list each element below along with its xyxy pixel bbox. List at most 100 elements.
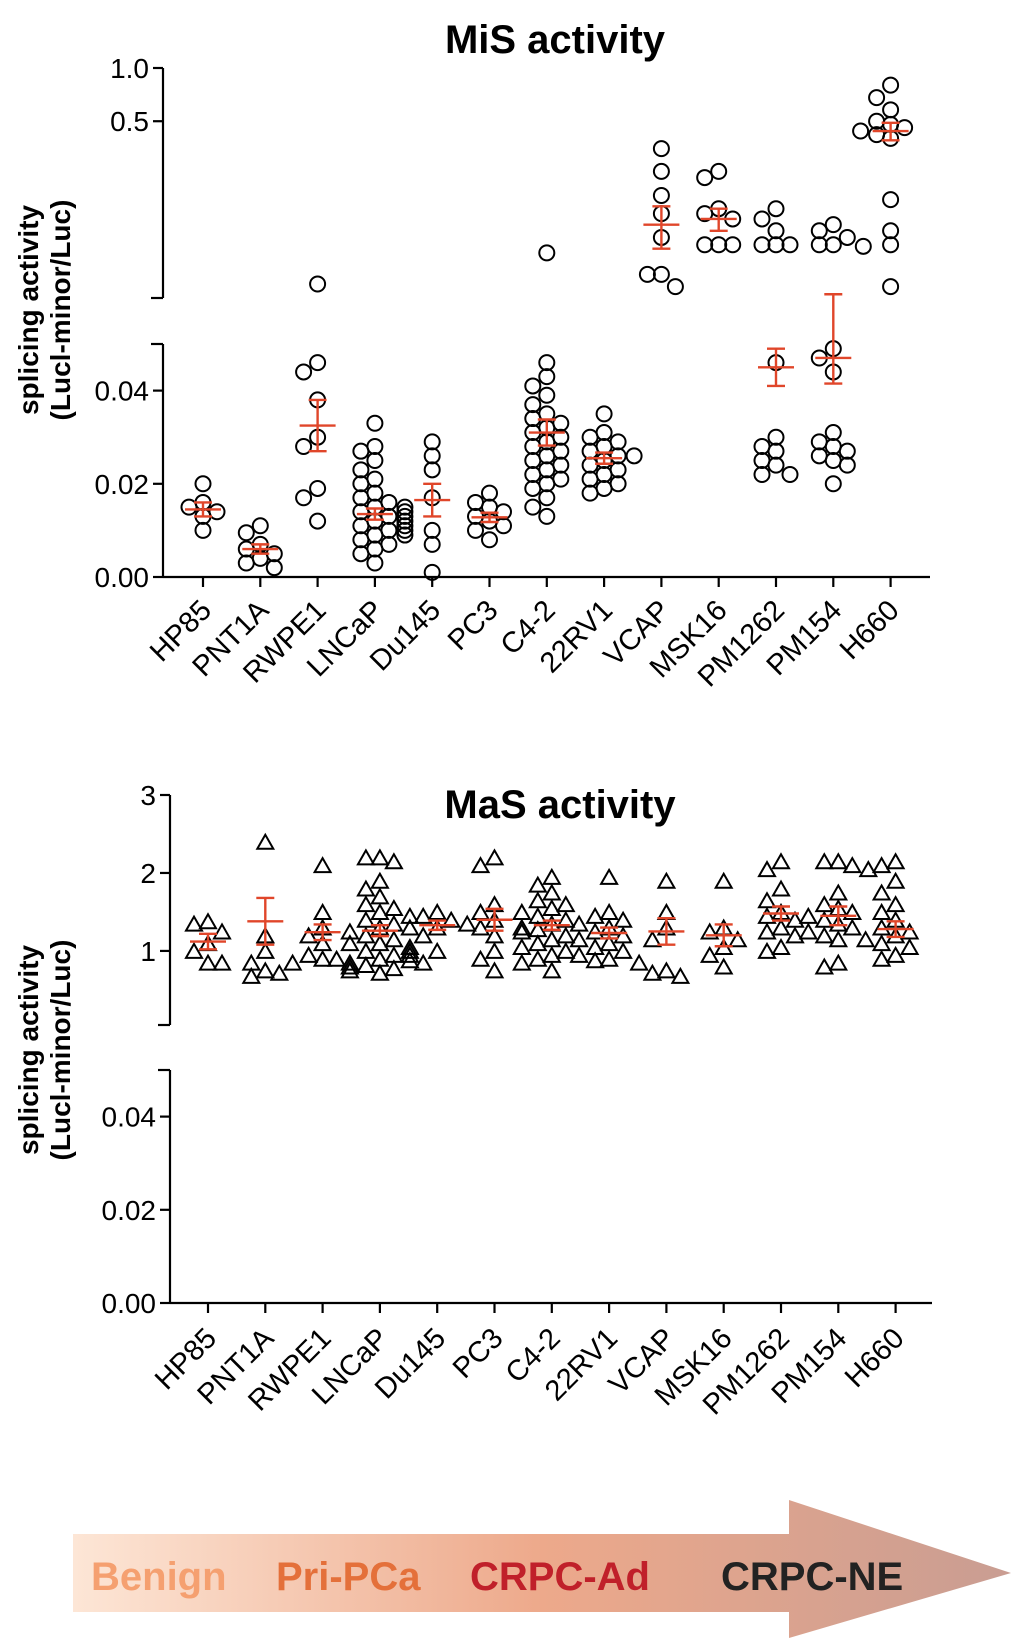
mas-data-point [184, 941, 204, 959]
mas-data-point [599, 902, 619, 920]
mis-data-point [767, 428, 785, 446]
mas-chart-title: MaS activity [444, 783, 676, 827]
mas-data-point [842, 918, 863, 936]
mas-data-point [356, 955, 376, 973]
mis-data-point [581, 442, 599, 460]
mas-data-point [528, 934, 548, 952]
mis-data-point [524, 396, 542, 414]
mas-y-axis-label-line1: splicing activity [13, 945, 44, 1155]
mas-data-point [871, 883, 892, 901]
mis-data-point [896, 119, 914, 137]
mis-data-point [824, 236, 842, 254]
mis-data-point [824, 424, 842, 442]
mas-data-point [512, 902, 532, 920]
mas-category-label: H660 [839, 1322, 911, 1394]
mis-data-point [581, 484, 599, 502]
mas-y-tick-label: 0.02 [102, 1195, 157, 1226]
mis-data-point [882, 191, 900, 209]
mis-data-point [595, 465, 613, 483]
mis-data-point [423, 461, 441, 479]
mas-data-point [255, 832, 276, 850]
mis-data-point [524, 479, 542, 497]
mis-data-point [882, 101, 900, 119]
mas-data-point [484, 848, 505, 866]
mas-data-point [757, 941, 777, 959]
mas-data-point [282, 953, 303, 971]
mas-data-point [569, 945, 589, 963]
mis-data-point [495, 517, 512, 535]
mis-data-point [710, 162, 728, 180]
mas-data-point [512, 938, 532, 956]
mas-data-point [556, 941, 576, 959]
mas-data-point [184, 914, 204, 932]
mas-data-point [629, 953, 649, 971]
mis-data-point [652, 265, 670, 283]
mis-data-point [366, 526, 384, 544]
mas-data-point [212, 953, 232, 971]
mas-data-point [457, 914, 477, 932]
mas-data-point [814, 926, 835, 944]
mis-y-tick-label: 0.04 [95, 376, 150, 407]
mas-data-point [785, 926, 805, 944]
mis-data-point [538, 386, 556, 404]
mis-data-point [352, 517, 370, 535]
mas-data-point [871, 856, 892, 874]
mas-data-point [298, 926, 319, 944]
mas-data-point [340, 922, 360, 940]
mas-data-point [400, 906, 420, 924]
mis-data-point [380, 535, 398, 553]
progression-arrow: Benign Pri-PCa CRPC-Ad CRPC-NE [73, 1500, 1011, 1638]
mas-data-point [470, 856, 491, 874]
mis-data-point [366, 414, 384, 432]
mas-data-point [885, 926, 906, 944]
stage-crpc-ne: CRPC-NE [721, 1555, 903, 1599]
mas-data-point [542, 930, 562, 948]
mis-data-point [595, 405, 613, 423]
mas-category-label: PC3 [447, 1322, 510, 1385]
mas-data-point [484, 961, 505, 979]
mas-data-point [599, 867, 619, 885]
mis-data-point [609, 475, 627, 493]
mas-data-point [858, 860, 879, 878]
mis-y-tick-label: 0.5 [110, 106, 149, 137]
mis-data-point [753, 236, 771, 254]
mis-data-point [724, 236, 742, 254]
mas-data-point [427, 941, 447, 959]
mas-axes [158, 795, 932, 1305]
mis-data-point [581, 470, 599, 488]
mis-data-point [652, 162, 670, 180]
mas-data-point [656, 871, 677, 889]
mis-y-tick-label: 0.02 [95, 469, 150, 500]
mis-data-point [423, 535, 441, 553]
mas-data-point [771, 938, 791, 956]
mis-data-point [852, 122, 870, 140]
mis-data-point [524, 498, 542, 516]
mas-data-point [370, 963, 390, 981]
mis-data-point [552, 414, 570, 432]
mis-chart: MiS activity splicing activity (Lucl-min… [13, 18, 930, 693]
mis-data-point [595, 479, 613, 497]
mas-data-point [727, 930, 748, 948]
mis-data-point [352, 531, 370, 549]
mas-y-tick-label: 0.04 [102, 1102, 157, 1133]
mis-y-axis-label-line1: splicing activity [13, 205, 44, 415]
mas-data-point [569, 914, 589, 932]
mas-data-point [828, 883, 849, 901]
stage-benign: Benign [91, 1555, 227, 1599]
mas-data-point [885, 852, 906, 870]
mas-data-point [312, 949, 333, 967]
mis-data-point [595, 424, 613, 442]
mas-data-point [400, 951, 420, 969]
mis-data-point [352, 489, 370, 507]
mis-category-labels: HP85PNT1ARWPE1LNCaPDu145PC3C4-222RV1VCAP… [144, 577, 906, 693]
mis-y-ticks: 0.00 0.02 0.04 0.5 1.0 [95, 53, 163, 593]
mas-data-point [400, 918, 420, 936]
mis-data-point [810, 236, 828, 254]
mis-data-point [396, 521, 414, 539]
mas-data-point [326, 949, 347, 967]
mis-data-point [524, 452, 542, 469]
mas-data-point [871, 949, 892, 967]
mis-data-point [552, 456, 570, 474]
mas-data-point [699, 922, 720, 940]
